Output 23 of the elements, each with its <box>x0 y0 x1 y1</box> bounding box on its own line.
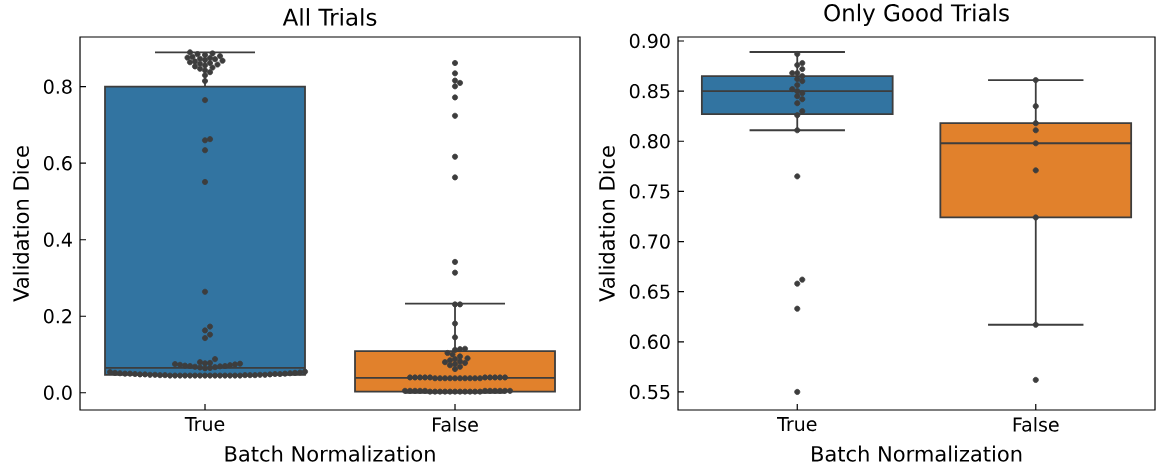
x-tick-label: True <box>184 417 225 432</box>
y-axis-title: Validation Dice <box>598 146 615 302</box>
x-axis-title: Batch Normalization <box>812 445 1022 462</box>
chart-title: All Trials <box>282 8 377 26</box>
x-axis-title: Batch Normalization <box>225 445 435 462</box>
x-tick-label: False <box>1013 417 1059 432</box>
y-tick-label: 0.85 <box>629 83 670 99</box>
y-tick-label: 0.0 <box>43 385 72 400</box>
chart-title: Only Good Trials <box>824 3 1009 26</box>
y-tick-label: 0.8 <box>43 79 72 94</box>
y-tick-label: 0.2 <box>43 309 72 324</box>
y-tick-label: 0.60 <box>629 334 670 349</box>
y-tick-label: 0.4 <box>43 232 72 247</box>
y-tick-label: 0.70 <box>629 234 670 249</box>
y-axis-title: Validation Dice <box>12 146 29 302</box>
x-tick-label: False <box>433 417 478 432</box>
x-tick-label: True <box>777 417 817 432</box>
y-tick-label: 0.55 <box>629 384 670 400</box>
y-tick-label: 0.75 <box>629 184 670 199</box>
y-tick-label: 0.6 <box>43 156 72 171</box>
y-tick-label: 0.90 <box>629 33 670 49</box>
y-tick-label: 0.80 <box>629 134 670 149</box>
y-tick-label: 0.65 <box>629 284 670 299</box>
